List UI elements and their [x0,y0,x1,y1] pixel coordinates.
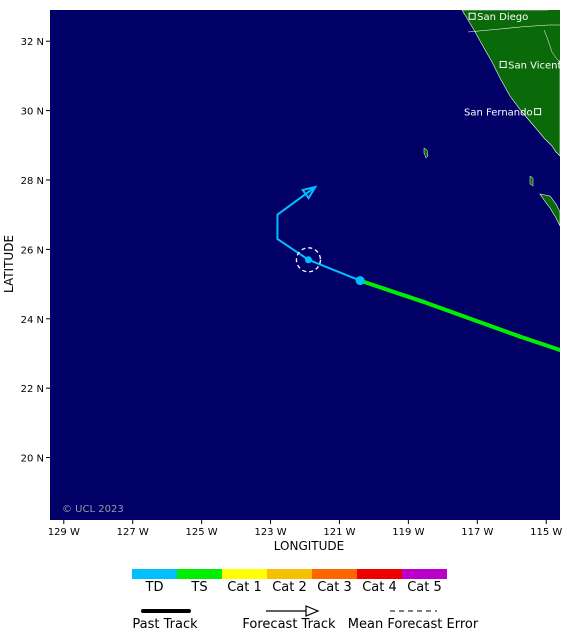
forecast-track-key-label: Forecast Track [242,617,336,632]
past-track [308,258,560,352]
forecast-error-layer [295,247,322,273]
lon-tick-label: 125 W [186,527,218,538]
category-label: Cat 2 [272,580,307,595]
state-border [543,29,560,63]
lat-tick-label: 26 N [21,245,44,256]
city-marker-icon [499,60,507,68]
category-swatch [222,569,267,579]
category-label: Cat 3 [317,580,352,595]
category-label: Cat 1 [227,580,262,595]
lat-tick-label: 24 N [21,315,44,326]
lon-tick-label: 127 W [117,527,149,538]
category-label: TD [145,580,164,595]
category-swatch [402,569,447,579]
cities: San Diego San Vicente San Fernando [464,12,567,119]
mean-forecast-error-circle [295,247,322,273]
category-label: Cat 4 [362,580,397,595]
past-position-marker [355,276,365,286]
land-mainland-coast [548,10,560,60]
category-swatch [177,569,222,579]
forecast-track [276,185,318,261]
x-axis-title: LONGITUDE [274,539,344,553]
lon-tick-label: 121 W [323,527,355,538]
past-track-segment [516,334,560,352]
land-baja-south [539,193,560,227]
past-track-key-label: Past Track [132,617,198,632]
copyright-text: © UCL 2023 [62,504,124,515]
latitude-ticks: 32 N 30 N 28 N 26 N 24 N 22 N 20 N [21,37,50,465]
current-position-marker [304,256,312,264]
category-label: Cat 5 [407,580,442,595]
city-marker-icon [534,108,542,116]
island-guadalupe [423,147,429,159]
past-track-segment [358,278,425,304]
land-baja-california [461,10,560,157]
lat-tick-label: 20 N [21,454,44,465]
lat-tick-label: 28 N [21,176,44,187]
category-swatch [312,569,357,579]
line-key-legend: Past Track Forecast Track Mean Forecast … [132,605,479,632]
lat-tick-label: 32 N [21,37,44,48]
y-axis-title: LATITUDE [2,235,16,293]
city-label: San Fernando [464,108,533,119]
forecast-track-line [276,186,316,261]
city-label: San Vicente [508,60,567,71]
lat-tick-label: 22 N [21,384,44,395]
forecast-arrowhead [301,185,318,200]
past-track-segment [420,299,521,339]
lon-tick-label: 119 W [392,527,424,538]
category-legend: TD TS Cat 1 Cat 2 Cat 3 Cat 4 Cat 5 [132,569,447,595]
past-track-segment [308,258,361,282]
category-swatch [357,569,402,579]
forecast-arrow-icon [305,605,320,617]
ocean-background [50,10,560,520]
longitude-ticks: 129 W 127 W 125 W 123 W 121 W 119 W 117 W 115 W [48,520,562,538]
city-marker-icon [468,12,476,20]
island-cedros [529,175,534,187]
category-label: TS [190,580,207,595]
lon-tick-label: 123 W [254,527,286,538]
us-mexico-border [467,24,560,33]
lon-tick-label: 115 W [530,527,562,538]
lon-tick-label: 129 W [48,527,80,538]
mean-error-key-label: Mean Forecast Error [348,617,479,632]
city-label: San Diego [477,12,528,23]
lon-tick-label: 117 W [461,527,493,538]
category-swatch [267,569,312,579]
category-swatch [132,569,177,579]
lat-tick-label: 30 N [21,107,44,118]
